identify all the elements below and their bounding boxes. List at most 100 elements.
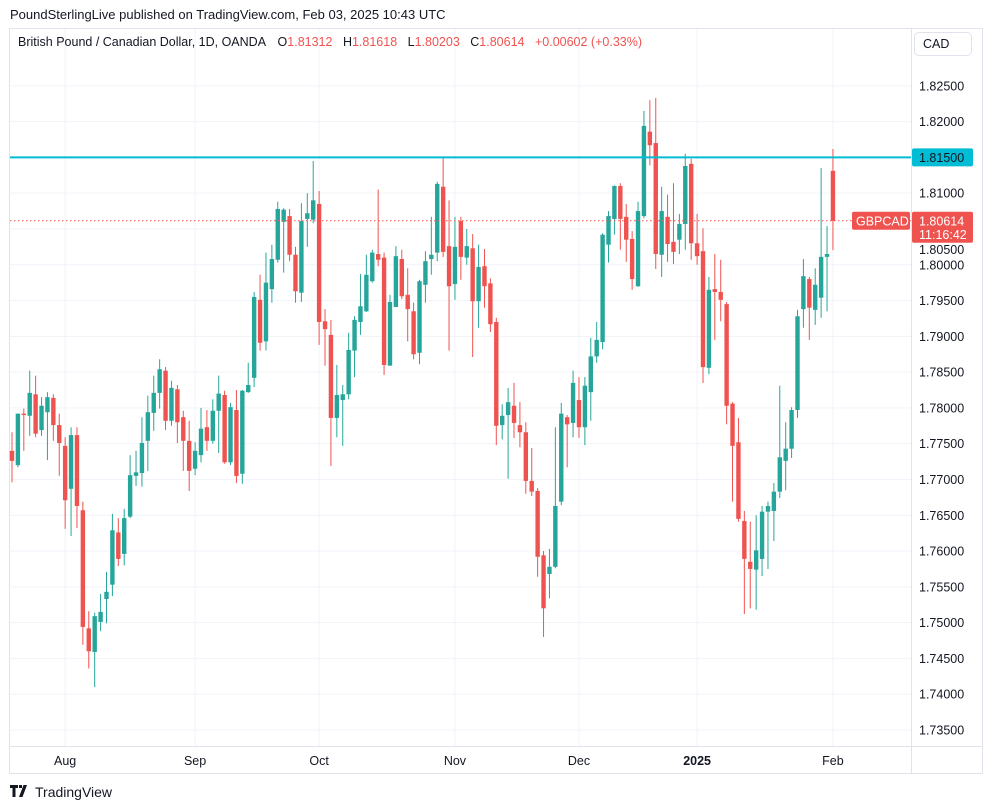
time-axis[interactable]: Aug Sep Oct Nov Dec 2025 Feb (54, 754, 844, 768)
candle-bearish[interactable] (653, 97, 658, 270)
candle-bearish[interactable] (535, 488, 540, 577)
candle-bullish[interactable] (777, 385, 782, 499)
candle-bullish[interactable] (759, 505, 765, 577)
candle-bearish[interactable] (523, 422, 529, 494)
candle-bearish[interactable] (86, 611, 91, 669)
candle-bullish[interactable] (464, 228, 469, 265)
candle-bearish[interactable] (629, 231, 635, 290)
candle-bullish[interactable] (110, 513, 115, 597)
candle-bearish[interactable] (57, 413, 62, 476)
candle-bullish[interactable] (476, 244, 481, 328)
candle-bullish[interactable] (39, 397, 44, 436)
candle-bearish[interactable] (671, 183, 676, 265)
currency-button[interactable]: CAD (914, 32, 972, 56)
candle-bullish[interactable] (228, 402, 233, 466)
candle-bearish[interactable] (736, 417, 741, 522)
candle-bearish[interactable] (665, 194, 670, 262)
candle-bullish[interactable] (553, 427, 558, 569)
candle-bullish[interactable] (771, 483, 777, 542)
candle-bullish[interactable] (753, 515, 759, 610)
candle-bearish[interactable] (488, 278, 493, 333)
candle-bullish[interactable] (429, 216, 434, 275)
candle-bearish[interactable] (647, 100, 653, 166)
candle-bullish[interactable] (559, 402, 564, 506)
candle-bearish[interactable] (9, 432, 15, 483)
candle-bullish[interactable] (824, 226, 830, 312)
candle-bullish[interactable] (505, 387, 511, 479)
candle-bullish[interactable] (600, 233, 605, 350)
candle-bullish[interactable] (305, 193, 310, 247)
candle-bearish[interactable] (730, 402, 735, 502)
candle-bullish[interactable] (169, 380, 174, 426)
price-axis[interactable]: 1.73500 1.74000 1.74500 1.75000 1.75500 1.760… (919, 79, 964, 737)
candle-bearish[interactable] (529, 447, 534, 496)
candle-bearish[interactable] (62, 437, 68, 529)
candle-bullish[interactable] (393, 246, 399, 307)
candle-bearish[interactable] (204, 410, 210, 451)
candle-bearish[interactable] (688, 158, 694, 260)
candle-bullish[interactable] (452, 216, 458, 300)
candle-bullish[interactable] (659, 186, 664, 277)
candle-bullish[interactable] (765, 501, 771, 569)
candle-bullish[interactable] (641, 110, 647, 219)
candle-bullish[interactable] (145, 395, 151, 471)
candle-bearish[interactable] (21, 408, 27, 451)
candle-bullish[interactable] (281, 208, 286, 273)
candle-bullish[interactable] (547, 548, 552, 599)
candle-bearish[interactable] (375, 189, 381, 267)
candle-bullish[interactable] (346, 332, 351, 400)
candle-bullish[interactable] (606, 211, 611, 263)
candle-bearish[interactable] (33, 375, 38, 438)
candle-bullish[interactable] (683, 153, 688, 250)
candle-bearish[interactable] (51, 394, 56, 441)
candle-bullish[interactable] (612, 185, 617, 235)
candle-bullish[interactable] (387, 294, 393, 366)
candle-bullish[interactable] (98, 593, 103, 632)
candle-bullish[interactable] (570, 370, 576, 438)
candle-bullish[interactable] (706, 276, 712, 375)
candle-bullish[interactable] (133, 450, 139, 486)
candle-bearish[interactable] (222, 390, 227, 464)
candle-bearish[interactable] (181, 410, 186, 471)
candle-bullish[interactable] (27, 370, 32, 436)
candle-bearish[interactable] (576, 377, 582, 438)
candle-bullish[interactable] (801, 259, 806, 328)
candle-bullish[interactable] (358, 274, 363, 335)
candle-bearish[interactable] (322, 309, 328, 366)
candle-bearish[interactable] (541, 551, 546, 637)
candle-bullish[interactable] (68, 427, 74, 537)
tradingview-logo-text[interactable]: TradingView (35, 784, 113, 800)
candle-bearish[interactable] (807, 276, 812, 340)
candle-bullish[interactable] (269, 244, 275, 303)
candle-bullish[interactable] (157, 359, 162, 409)
candle-bearish[interactable] (564, 415, 570, 468)
candle-bullish[interactable] (151, 375, 156, 431)
candle-bullish[interactable] (127, 455, 133, 519)
candle-bearish[interactable] (440, 156, 446, 257)
candle-bearish[interactable] (186, 420, 192, 491)
candle-bearish[interactable] (257, 274, 263, 351)
candle-bearish[interactable] (511, 382, 517, 438)
candle-bearish[interactable] (163, 367, 168, 431)
candle-bullish[interactable] (192, 442, 198, 476)
candle-bullish[interactable] (246, 362, 251, 393)
candle-bearish[interactable] (470, 233, 475, 358)
candle-bullish[interactable] (818, 168, 824, 318)
candle-bullish[interactable] (104, 571, 109, 624)
candle-bearish[interactable] (718, 259, 723, 322)
candle-bullish[interactable] (198, 407, 204, 463)
candle-bullish[interactable] (352, 316, 357, 378)
candle-bullish[interactable] (122, 508, 127, 566)
candle-bearish[interactable] (517, 402, 523, 448)
candle-bearish[interactable] (80, 501, 86, 645)
candle-bearish[interactable] (482, 249, 487, 308)
candle-bearish[interactable] (748, 521, 753, 609)
candle-bullish[interactable] (299, 203, 304, 302)
candle-bullish[interactable] (499, 404, 505, 440)
candle-bullish[interactable] (251, 291, 257, 388)
candle-bearish[interactable] (742, 510, 747, 615)
candle-bullish[interactable] (435, 181, 440, 262)
candle-bearish[interactable] (234, 390, 239, 484)
candle-bullish[interactable] (311, 160, 316, 224)
